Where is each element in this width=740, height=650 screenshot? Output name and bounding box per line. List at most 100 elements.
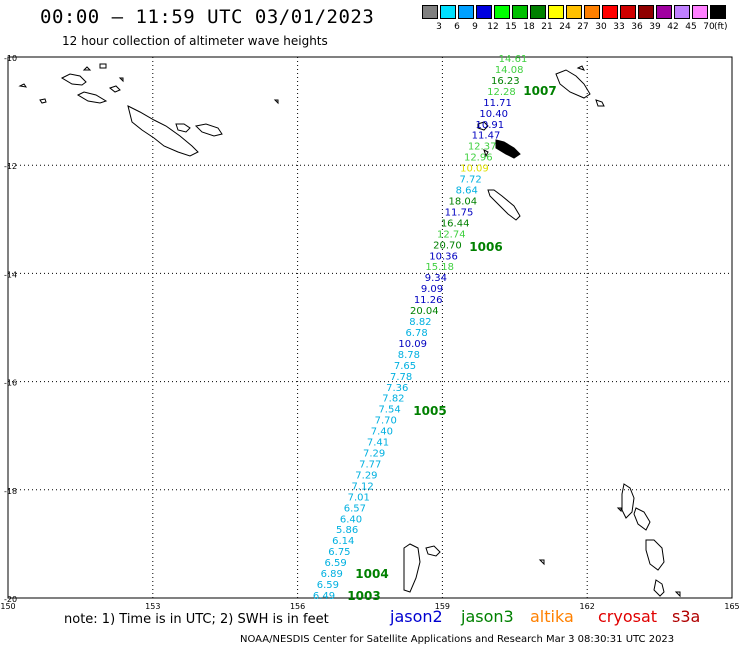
legend-label: 36 bbox=[631, 22, 643, 32]
wave-height-value: 7.82 bbox=[382, 394, 404, 405]
legend-label: 39 bbox=[649, 22, 661, 32]
legend-label: 18 bbox=[523, 22, 535, 32]
wave-height-value: 20.70 bbox=[433, 240, 462, 251]
legend-swatch bbox=[602, 5, 618, 19]
legend-label: 21 bbox=[541, 22, 553, 32]
satellite-s3a: s3a bbox=[672, 607, 701, 626]
coastline-islet bbox=[18, 83, 28, 88]
wave-height-value: 7.78 bbox=[390, 372, 412, 383]
lon-label: 162 bbox=[580, 602, 595, 611]
pressure-label: 1006 bbox=[469, 240, 502, 254]
coastline-islet bbox=[82, 66, 92, 71]
lat-label: -14 bbox=[4, 270, 17, 279]
footer-note: note: 1) Time is in UTC; 2) SWH is in fe… bbox=[64, 612, 329, 627]
wave-height-value: 7.29 bbox=[363, 449, 385, 460]
wave-height-value: 7.41 bbox=[367, 438, 389, 449]
wave-height-value: 15.18 bbox=[425, 262, 454, 273]
wave-height-value: 7.54 bbox=[378, 405, 400, 416]
wave-height-value: 20.04 bbox=[410, 306, 439, 317]
wave-height-value: 8.82 bbox=[409, 317, 431, 328]
coastline-islet bbox=[39, 98, 47, 104]
legend-swatch bbox=[530, 5, 546, 19]
wave-height-value: 6.57 bbox=[344, 503, 366, 514]
pressure-label: 1004 bbox=[355, 567, 388, 581]
legend-label: 45 bbox=[685, 22, 697, 32]
lat-label: -10 bbox=[4, 54, 17, 63]
wave-height-value: 10.40 bbox=[479, 109, 508, 120]
coastline-island-rennell bbox=[487, 189, 521, 221]
coastline-vanuatu bbox=[621, 483, 635, 519]
satellite-altika: altika bbox=[530, 607, 574, 626]
map-title: 00:00 – 11:59 UTC 03/01/2023 bbox=[40, 6, 375, 28]
coastline-island-east bbox=[555, 69, 591, 99]
wave-height-value: 10.36 bbox=[429, 251, 458, 262]
coastline-islet bbox=[616, 507, 622, 513]
altimeter-track: 14.6114.0816.2312.2811.7110.4010.9111.47… bbox=[313, 54, 527, 602]
wave-height-value: 12.28 bbox=[487, 87, 516, 98]
coastline-islet bbox=[108, 85, 121, 93]
coastline-islet bbox=[194, 123, 223, 137]
legend-label: 33 bbox=[613, 22, 625, 32]
wave-height-value: 16.23 bbox=[491, 76, 520, 87]
wave-height-value: 6.59 bbox=[324, 558, 346, 569]
coastline-island-track bbox=[483, 149, 489, 158]
legend-label: 3 bbox=[436, 22, 442, 32]
wave-height-value: 12.37 bbox=[468, 142, 497, 153]
wave-height-value: 6.59 bbox=[317, 580, 339, 591]
lon-label: 153 bbox=[145, 602, 160, 611]
wave-height-value: 14.61 bbox=[499, 54, 528, 65]
lat-label: -16 bbox=[4, 379, 17, 388]
wave-height-value: 12.96 bbox=[464, 153, 493, 164]
wave-height-value: 7.01 bbox=[348, 492, 370, 503]
wave-height-value: 10.09 bbox=[460, 164, 489, 175]
lat-label: -12 bbox=[4, 162, 17, 171]
coastline-islet bbox=[273, 99, 279, 105]
lat-label: -18 bbox=[4, 487, 17, 496]
lon-label: 156 bbox=[290, 602, 305, 611]
wave-height-value: 7.70 bbox=[375, 416, 397, 427]
coastline-vanuatu bbox=[653, 579, 665, 597]
wave-height-value: 11.75 bbox=[445, 207, 474, 218]
wave-height-value: 7.36 bbox=[386, 383, 408, 394]
map-subtitle: 12 hour collection of altimeter wave hei… bbox=[62, 34, 328, 48]
legend-label: 42 bbox=[667, 22, 679, 32]
wave-height-value: 18.04 bbox=[449, 196, 478, 207]
legend-swatch bbox=[548, 5, 564, 19]
wave-height-value: 16.44 bbox=[441, 218, 470, 229]
coastline-island-south bbox=[425, 545, 441, 557]
legend-swatch bbox=[710, 5, 726, 19]
legend-swatch bbox=[638, 5, 654, 19]
legend-swatch bbox=[494, 5, 510, 19]
legend-label: 27 bbox=[577, 22, 589, 32]
legend-swatch bbox=[692, 5, 708, 19]
coastline-island-track bbox=[477, 121, 489, 131]
satellite-jason2: jason2 bbox=[390, 607, 443, 626]
wave-height-value: 7.72 bbox=[459, 175, 481, 186]
legend-label: 70 bbox=[703, 22, 715, 32]
coastline-islet bbox=[99, 63, 107, 69]
coastline-islet bbox=[538, 559, 545, 566]
footer-credit: NOAA/NESDIS Center for Satellite Applica… bbox=[240, 634, 675, 645]
legend-swatch bbox=[584, 5, 600, 19]
legend-label: 24 bbox=[559, 22, 571, 32]
coastline-new-ireland bbox=[76, 91, 108, 104]
wave-height-value: 11.47 bbox=[472, 131, 501, 142]
coastline-islet bbox=[576, 65, 585, 71]
coastline-new-britain bbox=[60, 73, 87, 86]
wave-height-value: 6.49 bbox=[313, 591, 335, 602]
coastline-islet bbox=[595, 99, 605, 107]
wave-height-value: 6.40 bbox=[340, 514, 362, 525]
wave-height-value: 12.74 bbox=[437, 229, 466, 240]
lat-label: -20 bbox=[4, 595, 17, 604]
wave-height-value: 14.08 bbox=[495, 65, 524, 76]
lon-label: 159 bbox=[435, 602, 450, 611]
pressure-label: 1003 bbox=[347, 589, 380, 603]
coastline-island-track bbox=[495, 139, 521, 159]
coastline-main-island bbox=[127, 105, 199, 157]
wave-height-value: 11.71 bbox=[483, 98, 512, 109]
wave-height-value: 7.77 bbox=[359, 459, 381, 470]
wave-height-value: 11.26 bbox=[414, 295, 443, 306]
pressure-label: 1005 bbox=[413, 404, 446, 418]
wave-height-value: 8.64 bbox=[456, 186, 478, 197]
